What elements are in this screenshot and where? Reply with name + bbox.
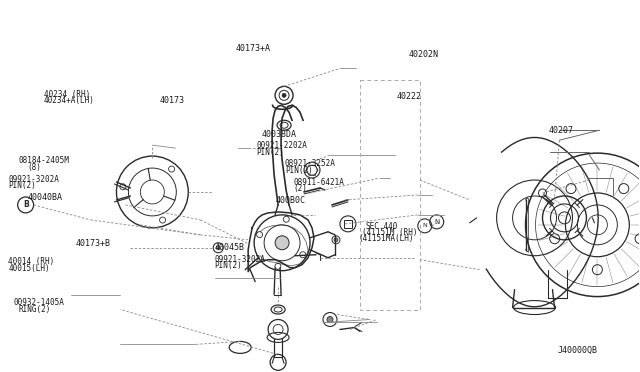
Text: 40040BA: 40040BA <box>28 193 63 202</box>
Text: 40173+A: 40173+A <box>236 44 271 53</box>
Text: J40000QB: J40000QB <box>557 346 598 355</box>
Circle shape <box>334 238 338 242</box>
Text: 00932-1405A: 00932-1405A <box>13 298 65 307</box>
Text: 08911-6421A: 08911-6421A <box>293 178 344 187</box>
Text: (8): (8) <box>28 163 42 171</box>
Circle shape <box>327 317 333 323</box>
Bar <box>344 220 352 228</box>
Text: PIN(2): PIN(2) <box>256 148 284 157</box>
Text: 40014 (RH): 40014 (RH) <box>8 257 54 266</box>
Text: B: B <box>23 201 29 209</box>
Text: PIN(2): PIN(2) <box>214 261 243 270</box>
Text: SEC.440: SEC.440 <box>366 221 398 231</box>
Text: 40173+B: 40173+B <box>76 239 111 248</box>
Text: RING(2): RING(2) <box>19 305 51 314</box>
Text: 40234+A(LH): 40234+A(LH) <box>44 96 95 105</box>
Text: (41151MA(LH): (41151MA(LH) <box>358 234 414 243</box>
Text: 09921-3202A: 09921-3202A <box>214 255 266 264</box>
Text: 08184-2405M: 08184-2405M <box>19 156 70 165</box>
Text: (41151M (RH): (41151M (RH) <box>362 228 417 237</box>
Text: 400B0C: 400B0C <box>275 196 305 205</box>
Text: 40222: 40222 <box>397 92 422 101</box>
Text: N: N <box>434 219 440 225</box>
Text: 40015(LH): 40015(LH) <box>8 264 50 273</box>
Text: PIN(2): PIN(2) <box>285 166 312 174</box>
Circle shape <box>216 246 220 250</box>
Text: 09921-3202A: 09921-3202A <box>8 175 60 184</box>
Text: (2): (2) <box>293 184 307 193</box>
Text: 40173: 40173 <box>159 96 184 105</box>
Text: 08921-3252A: 08921-3252A <box>285 159 336 168</box>
Circle shape <box>275 236 289 250</box>
Text: 40234 (RH): 40234 (RH) <box>44 90 90 99</box>
Text: 00921-2202A: 00921-2202A <box>256 141 307 150</box>
Text: 40207: 40207 <box>548 126 573 135</box>
Text: N: N <box>422 223 427 228</box>
Text: 40045B: 40045B <box>214 243 244 251</box>
Text: 40202N: 40202N <box>408 50 438 59</box>
Text: 40038DA: 40038DA <box>261 130 296 140</box>
Circle shape <box>282 93 286 97</box>
Text: PIN(2): PIN(2) <box>8 181 36 190</box>
